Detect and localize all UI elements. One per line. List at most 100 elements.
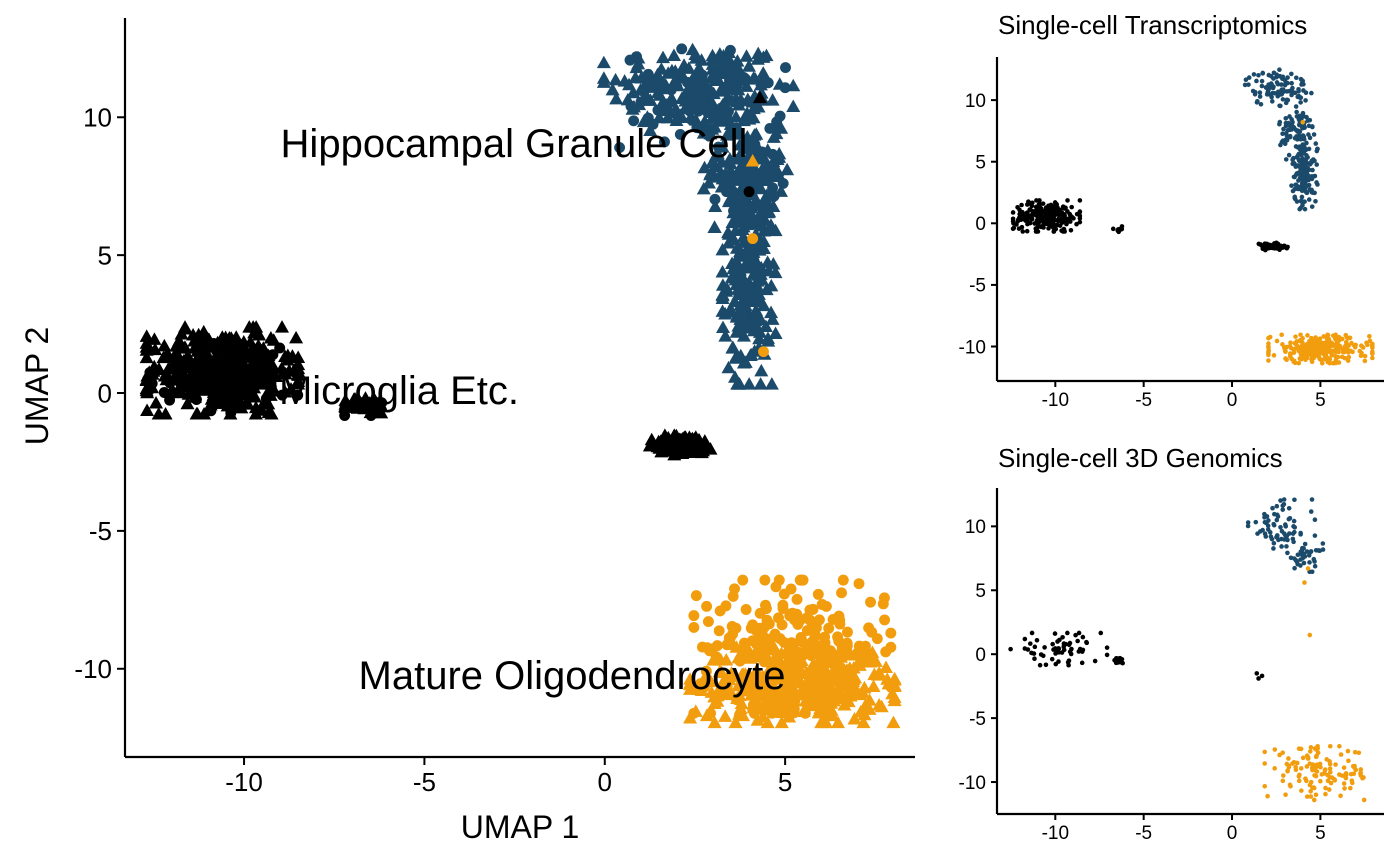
microglia-etc-circle-point	[267, 349, 279, 361]
mature-oligodendrocyte-point	[1307, 345, 1312, 351]
microglia-etc-point	[1022, 646, 1028, 651]
hippocampal-granule-cell-triangle-point	[655, 95, 670, 108]
microglia-etc-circle-point	[276, 389, 288, 401]
microglia-etc-point	[1077, 216, 1083, 221]
hippocampal-granule-cell-circle-point	[691, 122, 703, 134]
hippocampal-granule-cell-triangle-point	[648, 80, 663, 93]
mature-oligodendrocyte-triangle-point	[821, 686, 836, 700]
mature-oligodendrocyte-circle-point	[760, 603, 772, 615]
mature-oligodendrocyte-point	[1262, 749, 1268, 755]
microglia-etc-point	[1077, 646, 1083, 652]
mature-oligodendrocyte-triangle-point	[750, 713, 765, 726]
microglia-etc-point	[1019, 224, 1025, 230]
main-x-axis-label: UMAP 1	[461, 809, 580, 845]
hippocampal-granule-cell-triangle-point	[756, 66, 771, 79]
hippocampal-granule-cell-triangle-point	[733, 324, 748, 337]
mature-oligodendrocyte-point	[1296, 360, 1302, 366]
mature-oligodendrocyte-point	[1333, 332, 1338, 338]
hippocampal-granule-cell-triangle-point	[728, 109, 743, 123]
mature-oligodendrocyte-circle-point	[837, 574, 849, 586]
hippocampal-granule-cell-circle-point	[760, 198, 772, 210]
hippocampal-granule-cell-circle-point	[739, 73, 751, 85]
hippocampal-granule-cell-triangle-point	[688, 47, 703, 61]
hippocampal-granule-cell-triangle-point	[721, 227, 736, 240]
mature-oligodendrocyte-triangle-point	[752, 681, 767, 695]
hippocampal-granule-cell-circle-point	[635, 96, 647, 108]
microglia-etc-point	[1011, 225, 1017, 231]
microglia-etc-circle-point	[376, 397, 388, 409]
microglia-etc-circle-point	[214, 345, 226, 357]
microglia-etc-triangle-point	[180, 396, 195, 410]
microglia-etc-point	[1059, 210, 1065, 216]
mature-oligodendrocyte-circle-point	[727, 590, 739, 602]
hippocampal-granule-cell-triangle-point	[762, 205, 777, 218]
hippocampal-granule-cell-point	[1300, 78, 1306, 84]
microglia-etc-triangle-point	[643, 438, 658, 452]
microglia-etc-triangle-point	[187, 341, 202, 354]
hippocampal-granule-cell-point	[1309, 90, 1314, 96]
mature-oligodendrocyte-point	[1265, 793, 1270, 799]
microglia-etc-triangle-point	[665, 436, 680, 450]
mature-oligodendrocyte-circle-point	[776, 619, 788, 631]
hippocampal-granule-cell-point	[1297, 206, 1302, 212]
mature-oligodendrocyte-point	[1262, 761, 1268, 766]
mature-oligodendrocyte-circle-point	[727, 628, 738, 640]
hippocampal-granule-cell-point	[1302, 541, 1308, 547]
hippocampal-granule-cell-point	[1284, 544, 1289, 549]
hippocampal-granule-cell-point	[1270, 505, 1275, 511]
hippocampal-granule-cell-point	[1260, 71, 1266, 76]
microglia-etc-circle-point	[193, 355, 205, 367]
mature-oligodendrocyte-point	[1305, 333, 1310, 338]
hippocampal-granule-cell-circle-point	[696, 69, 708, 81]
hippocampal-granule-cell-point	[1307, 135, 1313, 141]
hippocampal-granule-cell-point	[1315, 146, 1320, 152]
y-tick-label: -5	[969, 709, 986, 730]
microglia-etc-point	[1020, 229, 1026, 234]
hippocampal-granule-cell-point	[1312, 158, 1317, 164]
x-tick-label: -10	[225, 767, 263, 797]
hippocampal-granule-cell-circle-point	[656, 77, 668, 89]
hippocampal-granule-cell-triangle-point	[747, 323, 762, 337]
hippocampal-granule-cell-point	[1293, 186, 1299, 192]
hippocampal-granule-cell-circle-point	[686, 114, 698, 126]
hippocampal-granule-cell-triangle-point	[705, 57, 720, 70]
mature-oligodendrocyte-point	[1304, 794, 1310, 799]
hippocampal-granule-cell-point	[1282, 82, 1288, 88]
microglia-etc-triangle-point	[147, 332, 162, 345]
x-tick-label: 0	[598, 767, 612, 797]
mature-oligodendrocyte-point	[1327, 743, 1333, 749]
microglia-etc-point	[1024, 228, 1030, 234]
mature-oligodendrocyte-point	[1341, 781, 1347, 786]
mature-oligodendrocyte-circle-point	[759, 574, 771, 586]
mature-oligodendrocyte-point	[1311, 338, 1317, 344]
mature-oligodendrocyte-point	[1362, 358, 1368, 364]
mature-oligodendrocyte-triangle-point	[842, 661, 857, 674]
mature-oligodendrocyte-point	[1298, 766, 1304, 771]
x-tick-label: -10	[1042, 390, 1069, 411]
mature-oligodendrocyte-point	[1296, 778, 1302, 784]
hippocampal-granule-cell-point	[1287, 515, 1293, 521]
microglia-etc-point	[1043, 662, 1049, 668]
hippocampal-granule-cell-triangle-point	[697, 114, 712, 127]
hippocampal-granule-cell-point	[1258, 101, 1264, 107]
microglia-etc-point	[1051, 229, 1057, 234]
mature-oligodendrocyte-circle-point	[688, 621, 700, 633]
mature-oligodendrocyte-point	[1337, 772, 1342, 777]
microglia-etc-triangle-point	[169, 385, 184, 399]
hippocampal-granule-cell-point	[1311, 556, 1317, 562]
mature-oligodendrocyte-point	[1309, 359, 1315, 365]
mature-oligodendrocyte-point	[1308, 788, 1313, 794]
hippocampal-granule-cell-circle-point	[652, 104, 664, 116]
mature-oligodendrocyte-triangle-point	[841, 679, 856, 693]
hippocampal-granule-cell-circle-point	[721, 186, 732, 198]
microglia-etc-circle-point	[291, 362, 303, 374]
hippocampal-granule-cell-triangle-point	[730, 377, 745, 390]
hippocampal-granule-cell-point	[1242, 82, 1248, 88]
hippocampal-granule-cell-circle-point	[779, 82, 791, 94]
y-tick-label: -5	[89, 516, 112, 546]
microglia-etc-point	[1029, 630, 1035, 636]
microglia-etc-circle-point	[359, 401, 371, 413]
hippocampal-granule-cell-point	[1255, 98, 1260, 104]
microglia-etc-triangle-point	[169, 339, 184, 352]
microglia-etc-circle-point	[265, 381, 277, 393]
